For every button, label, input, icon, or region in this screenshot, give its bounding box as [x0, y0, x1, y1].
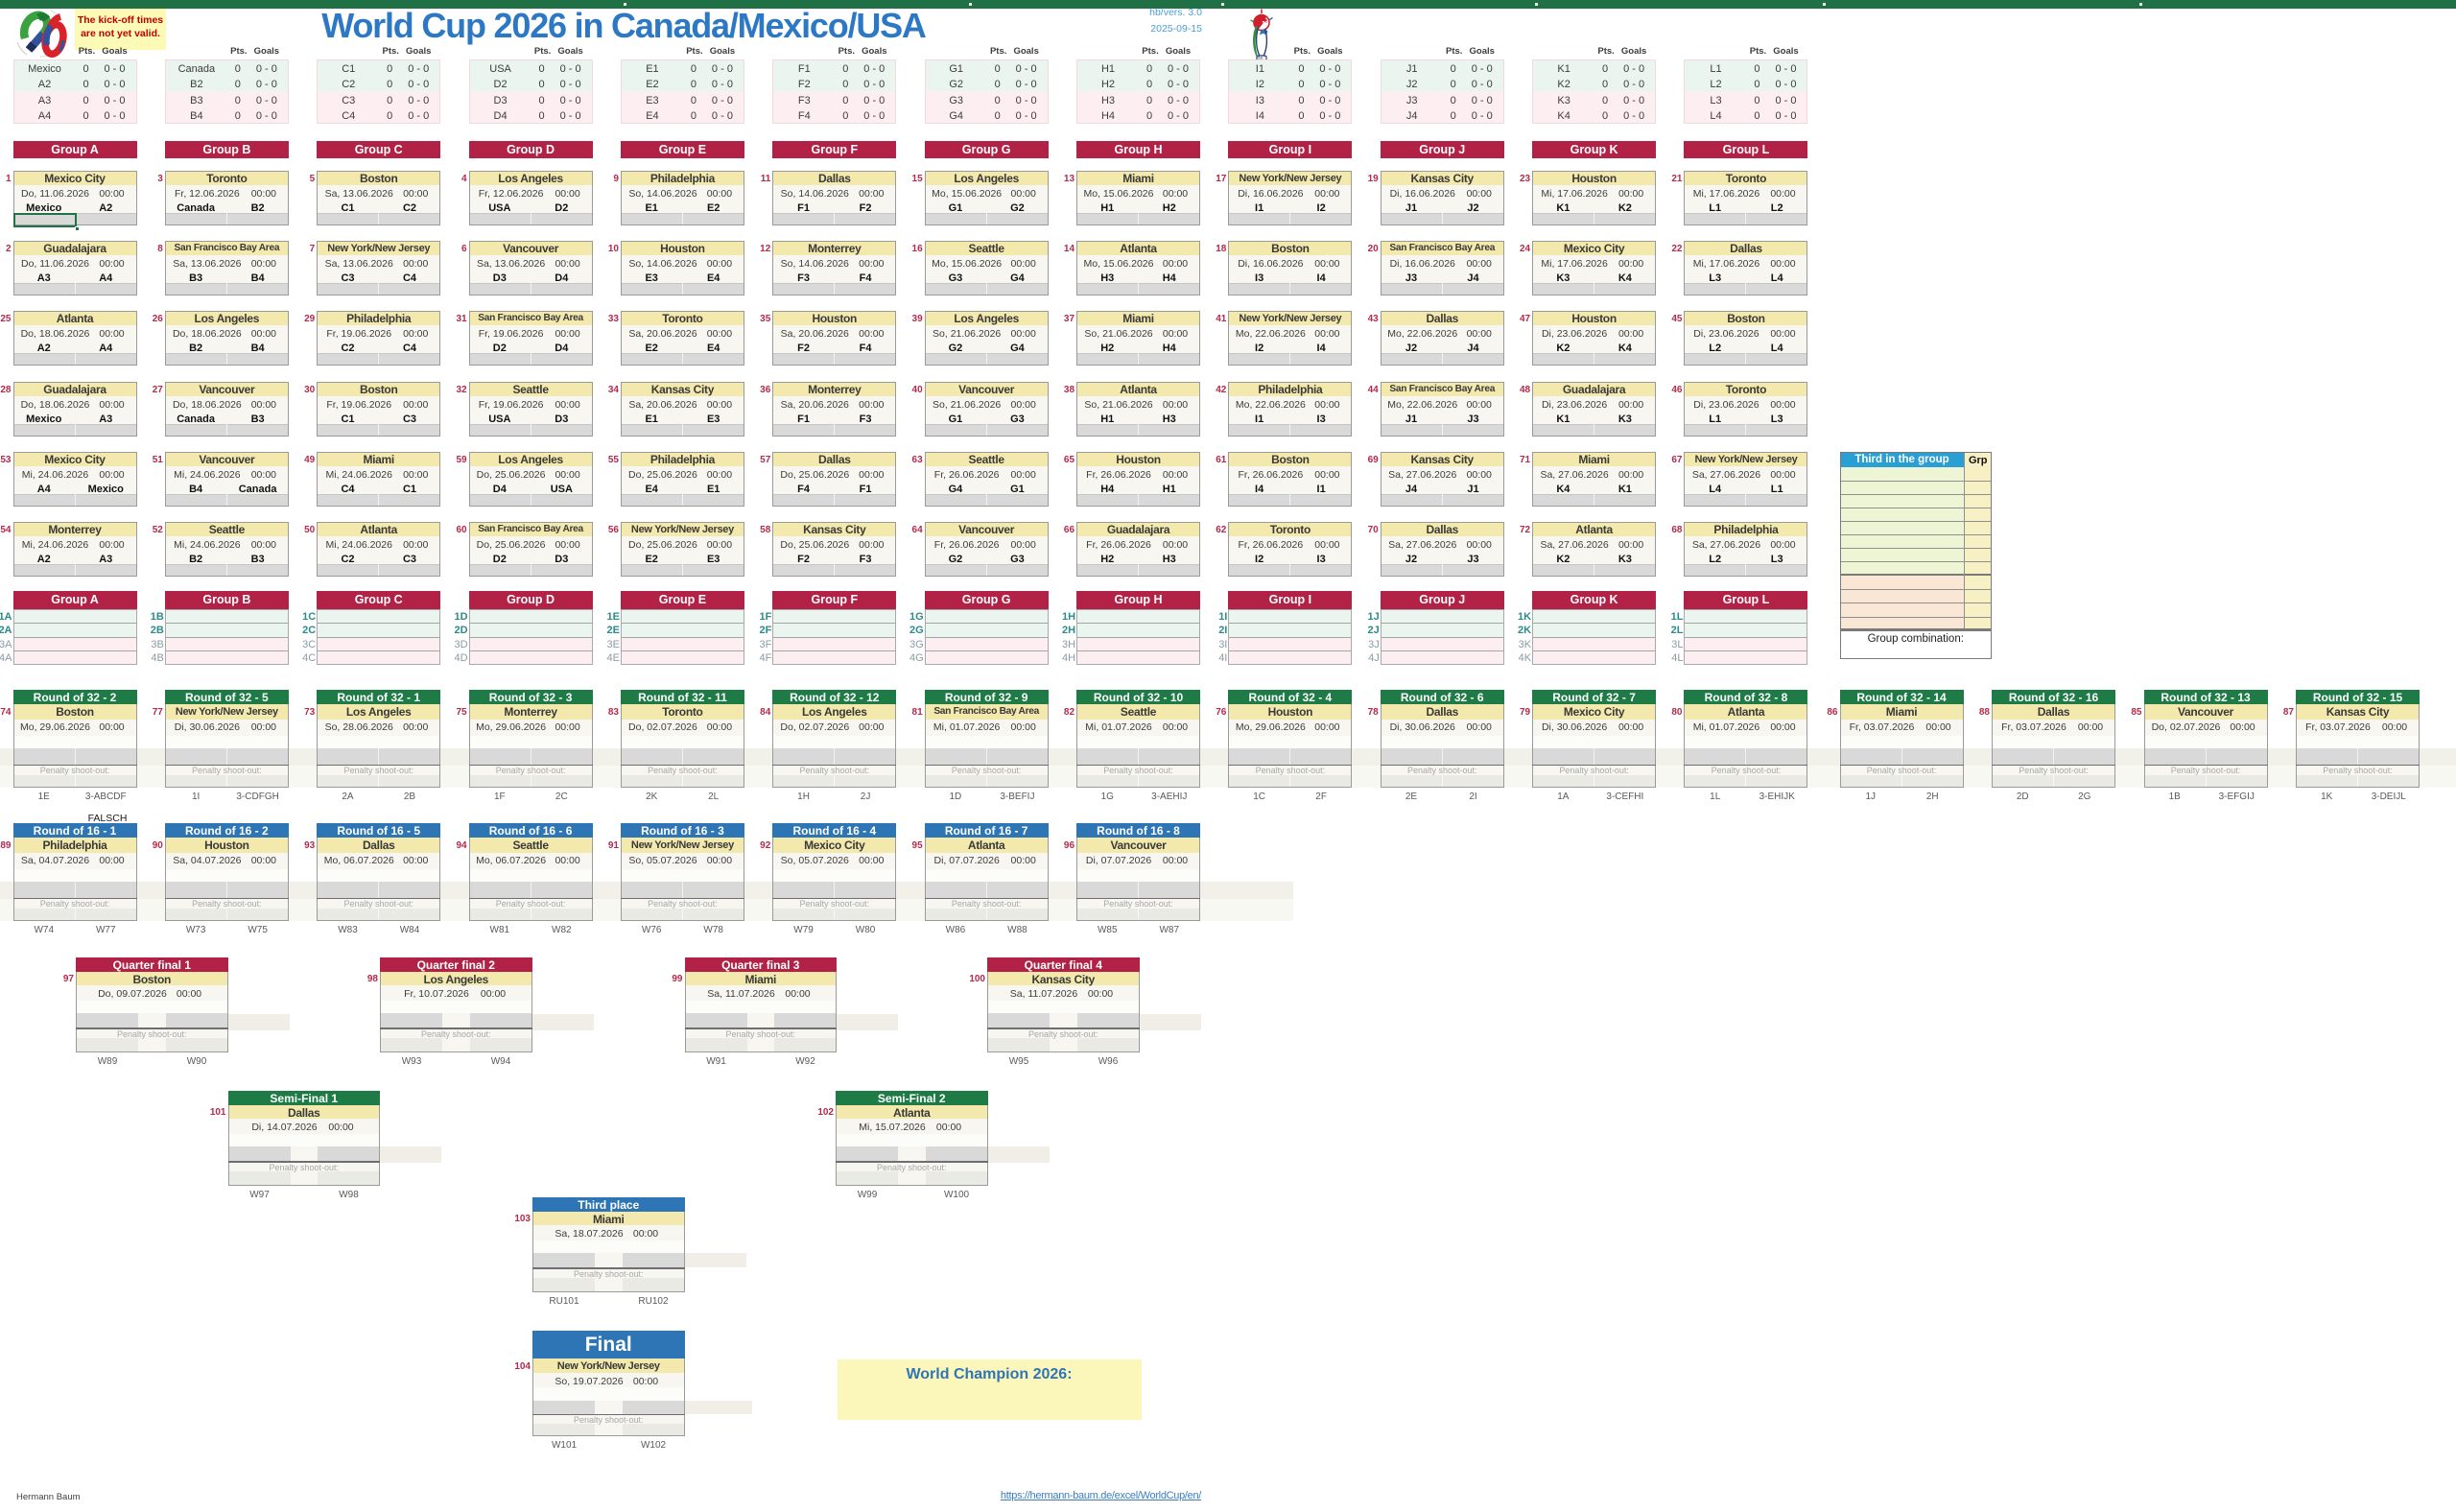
- svg-text:26: 26: [1262, 22, 1268, 28]
